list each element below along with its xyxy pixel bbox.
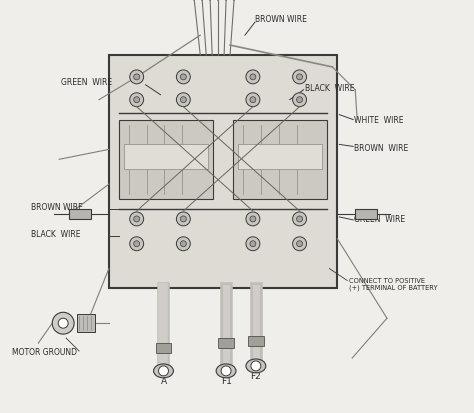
Bar — [155, 343, 172, 353]
Ellipse shape — [246, 359, 266, 373]
Circle shape — [158, 366, 168, 376]
Bar — [248, 336, 264, 346]
Circle shape — [181, 97, 186, 103]
Bar — [233, 120, 328, 199]
Circle shape — [250, 216, 256, 222]
Circle shape — [52, 313, 74, 335]
Text: CONNECT TO POSITIVE
(+) TERMINAL OF BATTERY: CONNECT TO POSITIVE (+) TERMINAL OF BATT… — [349, 277, 438, 290]
Circle shape — [292, 71, 307, 85]
Circle shape — [297, 216, 302, 222]
Circle shape — [246, 237, 260, 251]
Text: BLACK  WIRE: BLACK WIRE — [304, 84, 354, 93]
Circle shape — [134, 97, 140, 103]
Text: BROWN WIRE: BROWN WIRE — [255, 15, 307, 24]
Text: A: A — [160, 376, 166, 385]
Circle shape — [297, 241, 302, 247]
Circle shape — [58, 318, 68, 328]
Bar — [77, 315, 95, 332]
Circle shape — [251, 361, 261, 371]
Circle shape — [246, 93, 260, 107]
Bar — [218, 338, 234, 348]
Circle shape — [176, 93, 191, 107]
Circle shape — [134, 216, 140, 222]
Text: BROWN WIRE: BROWN WIRE — [31, 203, 83, 212]
Bar — [124, 145, 208, 170]
Circle shape — [134, 75, 140, 81]
Circle shape — [130, 93, 144, 107]
Text: BROWN  WIRE: BROWN WIRE — [354, 144, 409, 152]
Circle shape — [130, 71, 144, 85]
Circle shape — [221, 366, 231, 376]
Circle shape — [250, 241, 256, 247]
Ellipse shape — [154, 364, 173, 378]
Circle shape — [134, 241, 140, 247]
Text: GREEN  WIRE: GREEN WIRE — [354, 215, 405, 224]
Text: GREEN  WIRE: GREEN WIRE — [61, 78, 112, 87]
Ellipse shape — [216, 364, 236, 378]
Circle shape — [250, 97, 256, 103]
Text: MOTOR GROUND: MOTOR GROUND — [11, 347, 76, 356]
Circle shape — [181, 241, 186, 247]
Circle shape — [181, 75, 186, 81]
Text: BLACK  WIRE: BLACK WIRE — [31, 230, 81, 239]
Circle shape — [297, 75, 302, 81]
Bar — [355, 209, 377, 219]
Circle shape — [250, 75, 256, 81]
Circle shape — [176, 212, 191, 226]
Circle shape — [176, 237, 191, 251]
Text: WHITE  WIRE: WHITE WIRE — [354, 116, 404, 125]
Bar — [69, 209, 91, 219]
Bar — [119, 120, 213, 199]
Text: F1: F1 — [220, 376, 231, 385]
Circle shape — [292, 212, 307, 226]
Bar — [238, 145, 322, 170]
Circle shape — [176, 71, 191, 85]
Circle shape — [130, 237, 144, 251]
Circle shape — [292, 93, 307, 107]
Text: F2: F2 — [250, 371, 261, 380]
Circle shape — [130, 212, 144, 226]
Circle shape — [246, 212, 260, 226]
Circle shape — [297, 97, 302, 103]
Bar — [109, 56, 337, 289]
Circle shape — [181, 216, 186, 222]
Circle shape — [292, 237, 307, 251]
Circle shape — [246, 71, 260, 85]
